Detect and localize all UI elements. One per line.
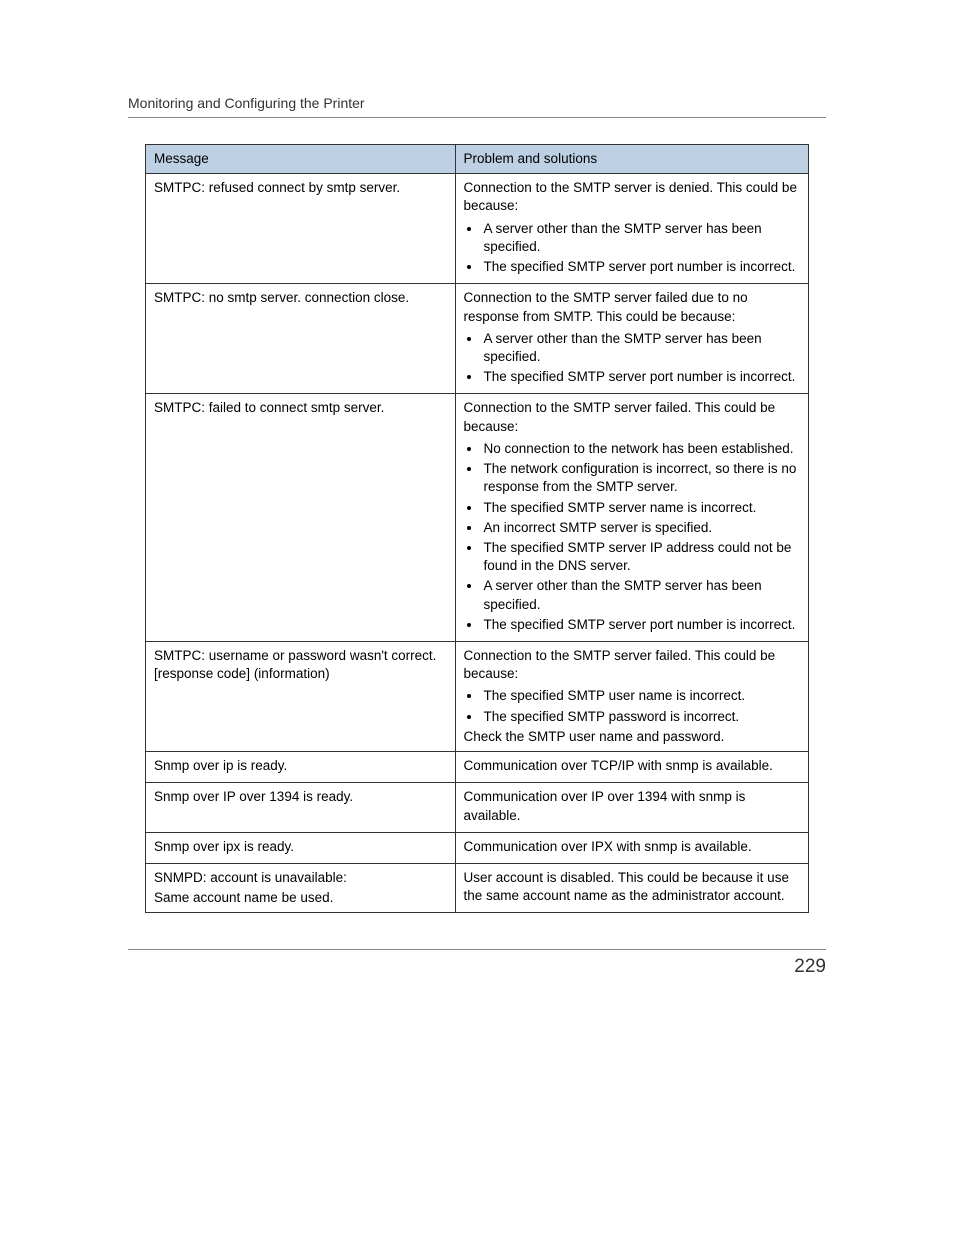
solution-intro: Connection to the SMTP server failed. Th… — [464, 399, 800, 435]
solution-post: Check the SMTP user name and password. — [464, 728, 800, 746]
message-table: Message Problem and solutions SMTPC: ref… — [145, 144, 809, 913]
solution-bullet-item: No connection to the network has been es… — [482, 440, 800, 458]
solution-bullets: A server other than the SMTP server has … — [464, 220, 800, 277]
solution-cell: Communication over TCP/IP with snmp is a… — [455, 752, 808, 783]
message-cell: Snmp over ip is ready. — [146, 752, 456, 783]
message-text: Snmp over ipx is ready. — [154, 838, 447, 856]
message-text: SMTPC: no smtp server. connection close. — [154, 289, 447, 307]
table-row: Snmp over ip is ready. Communication over… — [146, 752, 809, 783]
solution-intro: Communication over IP over 1394 with snm… — [464, 788, 800, 824]
message-cell: SMTPC: refused connect by smtp server. — [146, 174, 456, 284]
solution-cell: Connection to the SMTP server failed. Th… — [455, 642, 808, 752]
solution-intro: User account is disabled. This could be … — [464, 869, 800, 905]
solution-intro: Connection to the SMTP server failed due… — [464, 289, 800, 325]
footer-rule — [128, 949, 826, 950]
table-row: Snmp over IP over 1394 is ready. Communic… — [146, 783, 809, 832]
solution-bullet-item: The specified SMTP server port number is… — [482, 368, 800, 386]
solution-bullet-item: The specified SMTP password is incorrect… — [482, 708, 800, 726]
table-row: SMTPC: failed to connect smtp server. Con… — [146, 394, 809, 642]
message-subtext: Same account name be used. — [154, 889, 447, 907]
solution-intro: Connection to the SMTP server is denied.… — [464, 179, 800, 215]
message-text: SNMPD: account is unavailable: — [154, 869, 447, 887]
solution-bullet-item: The network configuration is incorrect, … — [482, 460, 800, 496]
solution-cell: Connection to the SMTP server is denied.… — [455, 174, 808, 284]
table-row: SMTPC: no smtp server. connection close.… — [146, 284, 809, 394]
solution-bullet-item: A server other than the SMTP server has … — [482, 220, 800, 256]
message-text: SMTPC: failed to connect smtp server. — [154, 399, 447, 417]
header-rule — [128, 117, 826, 118]
solution-intro: Communication over IPX with snmp is avai… — [464, 838, 800, 856]
solution-cell: Communication over IPX with snmp is avai… — [455, 832, 808, 863]
solution-cell: Communication over IP over 1394 with snm… — [455, 783, 808, 832]
message-cell: SMTPC: no smtp server. connection close. — [146, 284, 456, 394]
solution-bullet-item: The specified SMTP server IP address cou… — [482, 539, 800, 575]
solution-cell: Connection to the SMTP server failed due… — [455, 284, 808, 394]
solution-bullets: A server other than the SMTP server has … — [464, 330, 800, 387]
solution-cell: User account is disabled. This could be … — [455, 864, 808, 913]
message-text: Snmp over IP over 1394 is ready. — [154, 788, 447, 806]
message-cell: SMTPC: username or password wasn't corre… — [146, 642, 456, 752]
solution-bullets: The specified SMTP user name is incorrec… — [464, 687, 800, 725]
table-row: SNMPD: account is unavailable: Same accou… — [146, 864, 809, 913]
section-title: Monitoring and Configuring the Printer — [128, 95, 826, 111]
table-row: Snmp over ipx is ready. Communication ove… — [146, 832, 809, 863]
solution-bullets: No connection to the network has been es… — [464, 440, 800, 634]
col-header-solution: Problem and solutions — [455, 145, 808, 174]
solution-bullet-item: The specified SMTP server name is incorr… — [482, 499, 800, 517]
message-cell: SNMPD: account is unavailable: Same accou… — [146, 864, 456, 913]
solution-intro: Communication over TCP/IP with snmp is a… — [464, 757, 800, 775]
solution-bullet-item: The specified SMTP server port number is… — [482, 258, 800, 276]
solution-cell: Connection to the SMTP server failed. Th… — [455, 394, 808, 642]
solution-bullet-item: The specified SMTP user name is incorrec… — [482, 687, 800, 705]
message-cell: Snmp over ipx is ready. — [146, 832, 456, 863]
message-cell: SMTPC: failed to connect smtp server. — [146, 394, 456, 642]
message-text: Snmp over ip is ready. — [154, 757, 447, 775]
solution-bullet-item: A server other than the SMTP server has … — [482, 577, 800, 613]
solution-bullet-item: An incorrect SMTP server is specified. — [482, 519, 800, 537]
page-number: 229 — [128, 956, 826, 978]
table-row: SMTPC: refused connect by smtp server. Co… — [146, 174, 809, 284]
solution-intro: Connection to the SMTP server failed. Th… — [464, 647, 800, 683]
solution-bullet-item: A server other than the SMTP server has … — [482, 330, 800, 366]
message-text: SMTPC: refused connect by smtp server. — [154, 179, 447, 197]
col-header-message: Message — [146, 145, 456, 174]
message-text: SMTPC: username or password wasn't corre… — [154, 647, 447, 683]
solution-bullet-item: The specified SMTP server port number is… — [482, 616, 800, 634]
message-cell: Snmp over IP over 1394 is ready. — [146, 783, 456, 832]
table-row: SMTPC: username or password wasn't corre… — [146, 642, 809, 752]
